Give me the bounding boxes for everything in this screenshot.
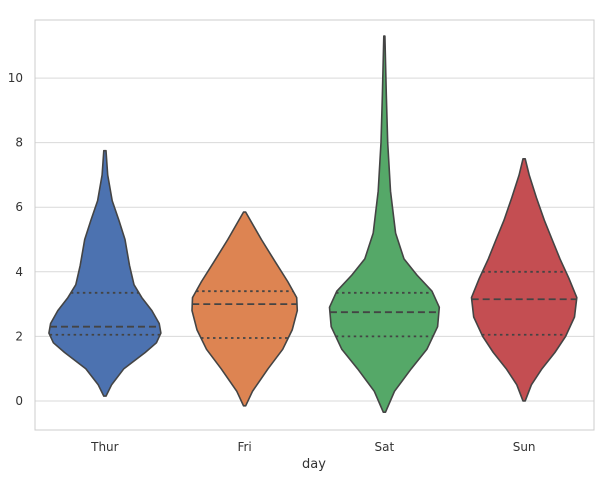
violins bbox=[48, 35, 578, 413]
x-tick-label: Sun bbox=[513, 440, 536, 454]
y-axis-ticks: 0 2 4 6 8 10 bbox=[8, 71, 23, 408]
violin-body bbox=[48, 149, 162, 397]
violin-body bbox=[470, 158, 578, 402]
y-tick-label: 2 bbox=[15, 329, 23, 343]
x-axis-label: day bbox=[302, 457, 326, 472]
x-tick-label: Fri bbox=[237, 440, 251, 454]
plot-frame bbox=[34, 19, 595, 431]
violin-body bbox=[328, 35, 441, 413]
x-axis-ticks: Thur Fri Sat Sun bbox=[90, 440, 535, 454]
y-tick-label: 8 bbox=[15, 136, 23, 150]
y-tick-label: 10 bbox=[8, 71, 23, 85]
y-tick-label: 4 bbox=[15, 265, 23, 279]
x-tick-label: Sat bbox=[375, 440, 395, 454]
violin-body bbox=[191, 211, 299, 407]
x-tick-label: Thur bbox=[90, 440, 119, 454]
y-tick-label: 0 bbox=[15, 394, 23, 408]
y-tick-label: 6 bbox=[15, 200, 23, 214]
